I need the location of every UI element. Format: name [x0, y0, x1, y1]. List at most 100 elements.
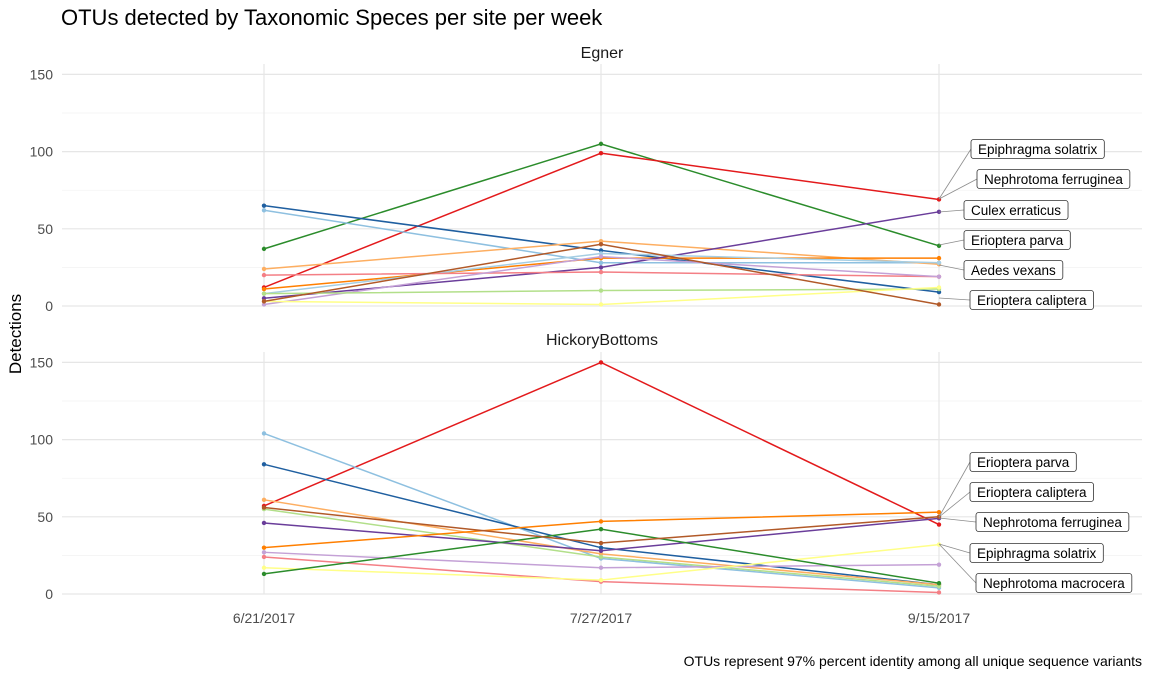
chart-caption: OTUs represent 97% percent identity amon…: [684, 653, 1142, 669]
data-point: [261, 505, 267, 510]
data-point: [936, 255, 942, 261]
annotation-text: Culex erraticus: [971, 203, 1061, 218]
facet-label: HickoryBottoms: [546, 332, 658, 349]
data-point: [598, 141, 604, 147]
annotation-label: Erioptera parva: [963, 230, 1071, 250]
annotation-leader: [938, 491, 971, 518]
data-point: [261, 462, 267, 467]
y-tick-label: 0: [45, 586, 53, 602]
y-axis-label: Detections: [6, 294, 25, 374]
data-point: [261, 296, 267, 301]
data-point: [598, 360, 604, 365]
data-point: [936, 562, 942, 567]
data-point: [936, 590, 942, 595]
data-point: [261, 520, 267, 526]
annotation-box: [969, 452, 1077, 472]
chart-title: OTUs detected by Taxonomic Speces per si…: [61, 5, 603, 30]
annotation-box: [969, 543, 1104, 563]
data-point: [598, 269, 604, 275]
annotation-leader: [938, 461, 971, 518]
annotation-text: Nephrotoma macrocera: [983, 576, 1125, 591]
data-point: [936, 260, 942, 265]
data-point: [261, 203, 267, 208]
data-point: [936, 289, 942, 295]
data-point: [598, 519, 604, 524]
annotation-box: [963, 260, 1064, 280]
data-point: [936, 285, 942, 290]
annotation-label: Erioptera caliptera: [969, 290, 1094, 310]
annotation-box: [969, 482, 1094, 502]
data-point: [261, 291, 267, 296]
annotation-label: Nephrotoma ferruginea: [976, 169, 1131, 189]
data-point: [598, 551, 604, 557]
annotation-label: Erioptera caliptera: [969, 482, 1094, 502]
annotation-text: Erioptera caliptera: [977, 485, 1087, 500]
data-point: [598, 254, 604, 259]
facet-label: Egner: [581, 45, 624, 62]
data-point: [598, 150, 604, 156]
data-point: [598, 242, 604, 247]
data-point: [598, 545, 604, 550]
data-point: [261, 272, 267, 278]
annotation-label: Nephrotoma ferruginea: [975, 512, 1130, 532]
annotation-label: Erioptera parva: [969, 452, 1077, 472]
y-tick-label: 50: [37, 509, 53, 525]
annotation-leader: [938, 264, 965, 271]
annotation-box: [963, 230, 1071, 250]
data-point: [598, 288, 604, 293]
annotation-box: [976, 169, 1131, 189]
panels-layer: 0 50 100 150 Egner Epiphragma solatrix Nephrot…: [30, 45, 1142, 626]
data-point: [261, 545, 267, 550]
y-tick-label: 0: [45, 298, 53, 314]
annotation-text: Erioptera parva: [977, 455, 1070, 470]
data-point: [936, 522, 942, 527]
annotation-box: [975, 512, 1130, 532]
data-point: [936, 302, 942, 307]
annotation-leader: [938, 543, 971, 554]
data-point: [598, 526, 604, 532]
annotation-leader: [938, 239, 965, 246]
data-point: [261, 208, 267, 213]
data-point: [261, 266, 267, 272]
data-point: [261, 302, 267, 307]
annotation-leader: [938, 517, 977, 523]
data-point: [936, 509, 942, 515]
annotation-text: Nephrotoma ferruginea: [984, 172, 1123, 187]
annotation-box: [969, 290, 1094, 310]
annotation-text: Aedes vexans: [971, 263, 1056, 278]
annotation-text: Erioptera parva: [971, 233, 1064, 248]
data-point: [598, 540, 604, 546]
data-point: [261, 554, 267, 560]
data-point: [936, 274, 942, 279]
annotation-box: [970, 139, 1105, 159]
y-tick-label: 100: [30, 432, 54, 448]
annotation-leader: [938, 297, 971, 301]
x-tick-label: 7/27/2017: [570, 610, 632, 626]
annotation-box: [963, 200, 1069, 220]
data-point: [598, 260, 604, 265]
data-point: [261, 571, 267, 577]
annotation-text: Nephrotoma ferruginea: [983, 515, 1122, 530]
annotation-label: Nephrotoma macrocera: [975, 573, 1133, 593]
data-point: [261, 431, 267, 436]
data-point: [598, 565, 604, 570]
data-point: [598, 302, 604, 307]
annotation-box: [975, 573, 1133, 593]
data-point: [598, 248, 604, 253]
annotation-leader: [938, 209, 965, 213]
y-tick-label: 50: [37, 221, 53, 237]
data-point: [598, 554, 604, 560]
data-point: [261, 286, 267, 292]
annotation-label: Culex erraticus: [963, 200, 1069, 220]
annotation-label: Epiphragma solatrix: [970, 139, 1105, 159]
data-point: [261, 497, 267, 503]
data-point: [936, 580, 942, 586]
y-tick-label: 150: [30, 66, 54, 82]
facet-panel-0: 0 50 100 150 Egner Epiphragma solatrix Nephrot…: [30, 45, 1142, 314]
annotation-text: Epiphragma solatrix: [977, 546, 1097, 561]
annotation-leader: [938, 148, 972, 200]
data-point: [598, 265, 604, 270]
annotation-label: Aedes vexans: [963, 260, 1064, 280]
